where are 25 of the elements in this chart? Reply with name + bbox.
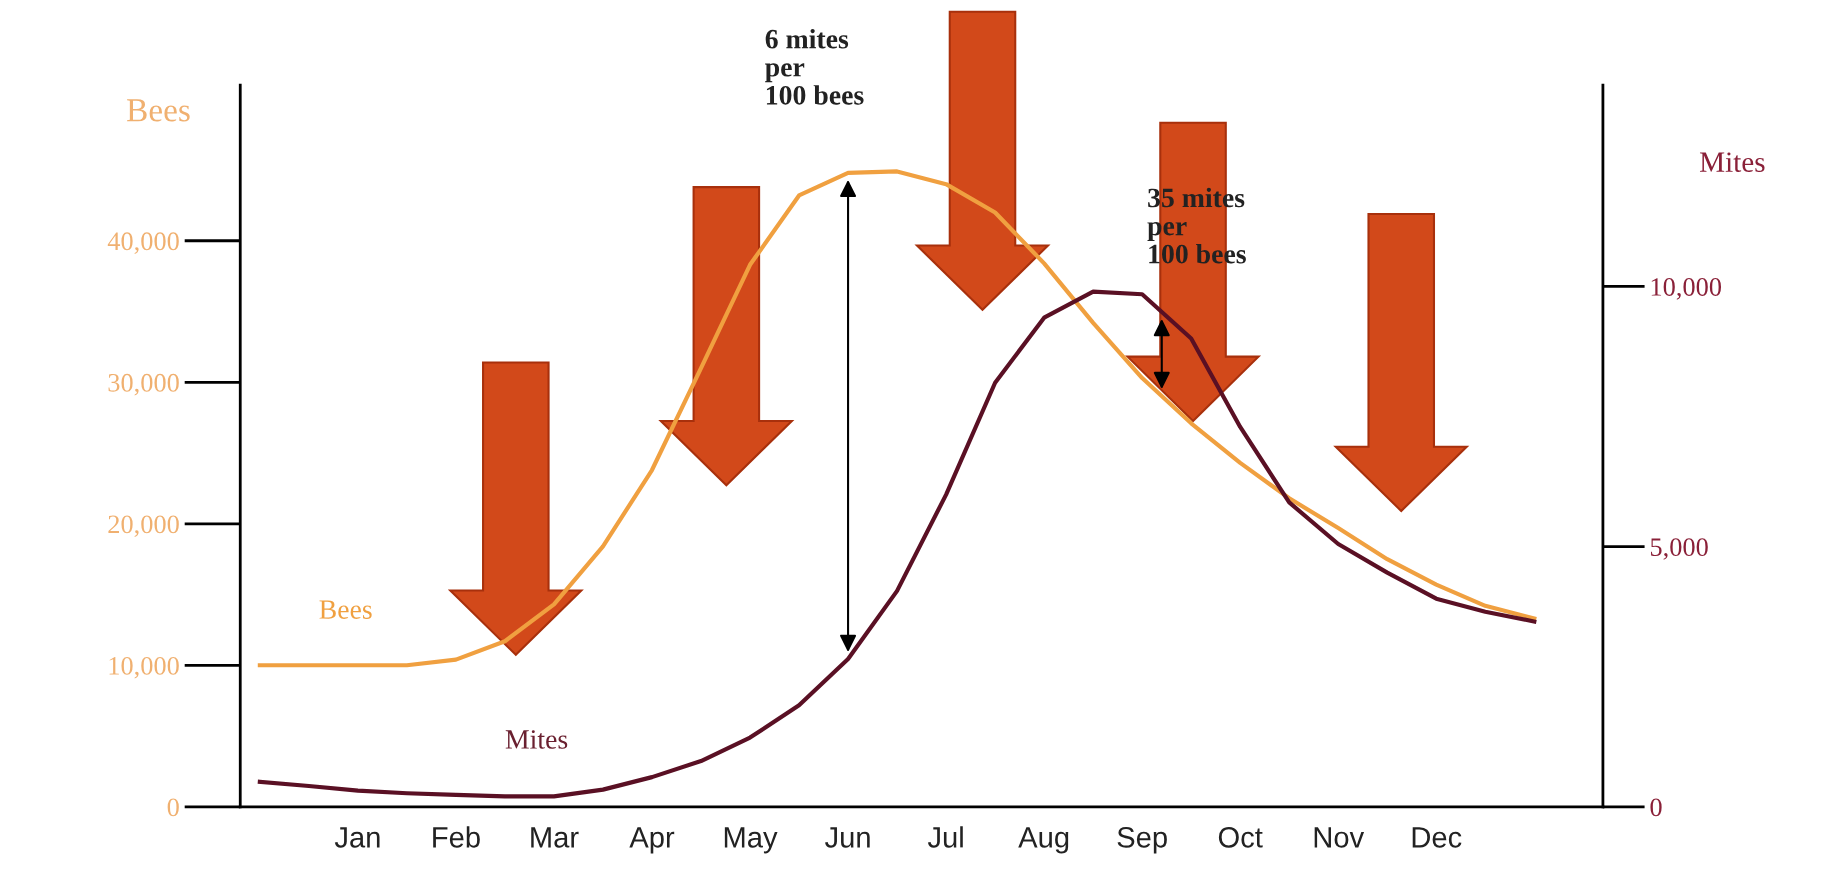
x-tick-label: Jun — [825, 827, 870, 848]
x-tick-label: Aug — [1018, 827, 1069, 854]
y-axis-title: Bees — [127, 99, 190, 122]
x-tick-label: May — [724, 827, 778, 854]
x-tick-label: Apr — [629, 827, 675, 854]
x-tick-label: Nov — [1314, 827, 1365, 848]
y2-tick-label: 10,000 — [1651, 278, 1722, 300]
x-tick-label: Oct — [1218, 827, 1263, 848]
x-tick-label: Sep — [1117, 827, 1167, 854]
series-label: Bees — [319, 600, 372, 619]
x-tick-label: Mar — [531, 827, 579, 848]
y2-tick-label: 5,000 — [1650, 538, 1708, 560]
y-tick-label: 10,000 — [109, 656, 179, 679]
y2-axis-title: Mites — [1699, 152, 1765, 172]
x-tick-label: Dec — [1412, 827, 1462, 848]
y-tick-label: 30,000 — [108, 373, 179, 396]
y-tick-label: 20,000 — [108, 515, 179, 537]
x-tick-label: Feb — [433, 826, 480, 848]
series-label: Mites — [505, 730, 568, 749]
y-tick-label: 40,000 — [107, 232, 179, 254]
x-tick-label: Jul — [927, 826, 963, 848]
y2-tick-label: 0 — [1650, 798, 1662, 817]
y-tick-label: 0 — [167, 798, 179, 817]
x-tick-label: Jan — [334, 827, 380, 848]
annotation: 6 mites per 100 bees — [765, 28, 864, 105]
